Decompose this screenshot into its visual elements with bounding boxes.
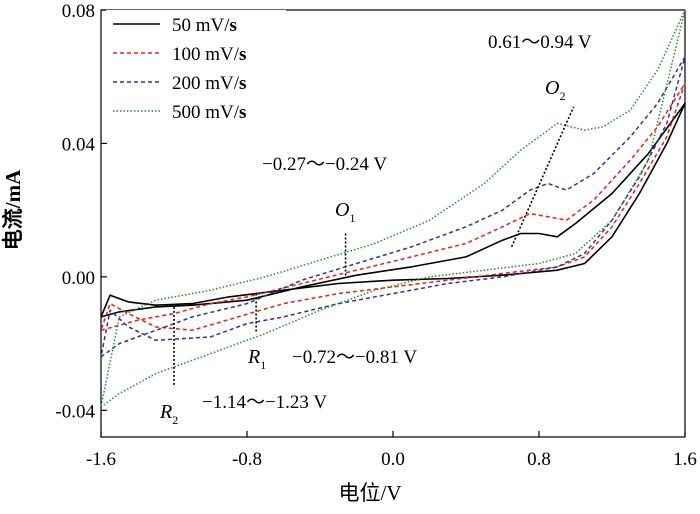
o1-range-label: −0.27～−0.24 V xyxy=(262,154,387,175)
legend-label: 500 mV/s xyxy=(172,102,246,123)
r1-letter: R xyxy=(247,346,260,368)
legend-background xyxy=(106,10,286,128)
o1-peak-label: O1 xyxy=(335,199,355,225)
o1-letter: O xyxy=(335,199,349,221)
legend-label: 50 mV/s xyxy=(172,15,237,36)
y-tick-label: 0.04 xyxy=(62,134,96,155)
r2-subscript: 2 xyxy=(172,413,178,427)
y-tick-label: -0.04 xyxy=(55,401,95,422)
o2-subscript: 2 xyxy=(559,89,565,103)
legend-label: 100 mV/s xyxy=(172,44,246,65)
r1-range-label: −0.72～−0.81 V xyxy=(292,347,417,368)
peak-marker-layer xyxy=(173,106,575,387)
annotation-layer: −0.27～−0.24 V O1 0.61～0.94 V O2 −0.72～−0… xyxy=(159,32,592,427)
series-layer xyxy=(100,9,686,408)
x-tick-label: 1.6 xyxy=(673,449,697,470)
peak-marker xyxy=(510,106,575,248)
legend-label: 200 mV/s xyxy=(172,73,246,94)
x-axis-label: 电位/V xyxy=(339,481,402,505)
x-tick-label: -0.8 xyxy=(232,449,262,470)
axes-layer: -1.6 -0.8 0.0 0.8 1.6 -0.04 0.00 0.04 0.08 xyxy=(55,1,696,470)
x-tick-label: 0.8 xyxy=(527,449,551,470)
legend: 50 mV/s 100 mV/s 200 mV/s 500 mV/s xyxy=(106,10,286,128)
series-line xyxy=(100,102,686,318)
r2-peak-label: R2 xyxy=(159,401,178,427)
x-tick-label: -1.6 xyxy=(86,449,116,470)
y-tick-label: 0.08 xyxy=(62,1,95,22)
y-axis-label: 电流/mA xyxy=(1,169,25,250)
r1-peak-label: R1 xyxy=(247,346,266,372)
r2-letter: R xyxy=(159,401,172,423)
y-tick-label: 0.00 xyxy=(62,268,95,289)
o2-letter: O xyxy=(545,77,559,99)
series-line xyxy=(100,55,686,358)
series-line xyxy=(100,9,686,408)
r2-range-label: −1.14～−1.23 V xyxy=(202,392,327,413)
series-line xyxy=(100,82,686,332)
r1-subscript: 1 xyxy=(260,358,266,372)
x-tick-label: 0.0 xyxy=(381,449,405,470)
axis-labels: 电位/V 电流/mA xyxy=(1,169,402,505)
o1-subscript: 1 xyxy=(349,211,355,225)
o2-range-label: 0.61～0.94 V xyxy=(488,32,592,53)
o2-peak-label: O2 xyxy=(545,77,565,103)
